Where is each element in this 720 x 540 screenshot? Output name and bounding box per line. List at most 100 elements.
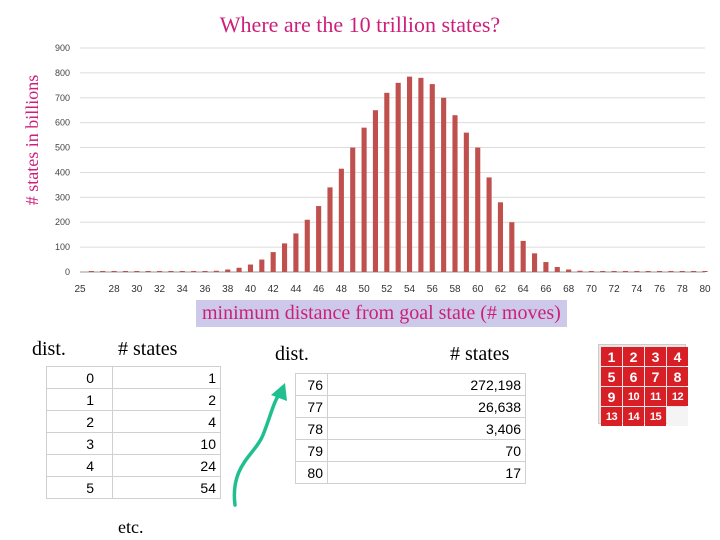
bar xyxy=(406,76,413,272)
state-count-cell: 54 xyxy=(112,476,221,499)
x-axis-label: minimum distance from goal state (# move… xyxy=(196,300,567,327)
distance-cell: 1 xyxy=(46,388,113,411)
distance-cell: 80 xyxy=(295,461,328,484)
distance-cell: 0 xyxy=(46,366,113,389)
bar xyxy=(441,97,447,273)
states-header-right: # states xyxy=(450,343,510,365)
puzzle-tile: 8 xyxy=(667,367,688,386)
bar xyxy=(168,271,174,272)
state-count-cell: 1 xyxy=(112,366,221,389)
y-tick-label: 500 xyxy=(55,143,70,153)
x-tick-label: 48 xyxy=(336,284,348,295)
puzzle-tile: 4 xyxy=(667,347,688,366)
bar xyxy=(88,271,94,272)
bar xyxy=(327,187,333,272)
table-row: 77 26,638 xyxy=(295,395,526,418)
state-count-cell: 26,638 xyxy=(327,395,526,418)
x-tick-label: 46 xyxy=(313,284,325,295)
bar xyxy=(191,271,197,272)
x-tick-label: 68 xyxy=(563,284,575,295)
bar xyxy=(691,271,697,272)
bar xyxy=(395,82,401,272)
table-row: 76 272,198 xyxy=(295,373,526,396)
bar xyxy=(156,271,163,272)
x-tick-label: 80 xyxy=(699,284,711,295)
bar xyxy=(679,271,685,272)
puzzle-tile: 10 xyxy=(623,387,644,406)
bar xyxy=(247,264,254,272)
state-count-cell: 4 xyxy=(112,410,221,433)
y-tick-label: 0 xyxy=(65,267,70,277)
y-tick-label: 200 xyxy=(55,217,70,227)
x-tick-label: 74 xyxy=(631,284,643,295)
x-tick-label: 38 xyxy=(222,284,234,295)
bar xyxy=(475,147,481,272)
bar xyxy=(236,267,242,272)
bar xyxy=(634,271,640,272)
bar xyxy=(577,270,583,272)
puzzle-tile: 1 xyxy=(601,347,622,366)
bar xyxy=(361,127,367,273)
bar xyxy=(111,271,117,272)
distance-cell: 78 xyxy=(295,417,328,440)
table-row: 80 17 xyxy=(295,461,526,484)
y-tick-label: 800 xyxy=(55,68,70,78)
distance-cell: 5 xyxy=(46,476,113,499)
state-count-cell: 70 xyxy=(327,439,526,462)
bar xyxy=(316,206,322,272)
x-tick-label: 70 xyxy=(586,284,598,295)
bar xyxy=(338,168,344,272)
etc-note: etc. xyxy=(118,517,144,537)
state-count-cell: 272,198 xyxy=(327,373,526,396)
dist-header-right: dist. xyxy=(275,343,309,365)
bar xyxy=(600,271,606,272)
bar xyxy=(259,259,265,272)
x-tick-label: 66 xyxy=(540,284,552,295)
dist-header-left: dist. xyxy=(32,338,66,360)
state-count-cell: 17 xyxy=(327,461,526,484)
bar xyxy=(213,270,219,272)
bar xyxy=(100,271,106,272)
bar xyxy=(486,177,492,272)
bar xyxy=(645,271,651,272)
y-tick-label: 300 xyxy=(55,192,70,202)
states-header-left: # states xyxy=(118,338,178,360)
bar xyxy=(293,233,299,272)
bar xyxy=(554,267,560,272)
state-count-cell: 3,406 xyxy=(327,417,526,440)
bar xyxy=(452,115,458,272)
x-tick-label: 34 xyxy=(177,284,189,295)
table-row: 78 3,406 xyxy=(295,417,526,440)
x-tick-label: 76 xyxy=(654,284,666,295)
table-row: 4 24 xyxy=(46,454,221,477)
table-row: 5 54 xyxy=(46,476,221,499)
bar xyxy=(463,132,469,272)
puzzle-tile: 3 xyxy=(645,347,666,366)
y-tick-label: 900 xyxy=(55,43,70,53)
bar xyxy=(372,110,379,272)
x-tick-label: 50 xyxy=(359,284,371,295)
bar xyxy=(350,147,356,272)
bar xyxy=(179,271,185,272)
puzzle-tile: 7 xyxy=(645,367,666,386)
puzzle-tile: 9 xyxy=(601,387,622,406)
puzzle-tile: 15 xyxy=(645,407,666,426)
state-count-cell: 10 xyxy=(112,432,221,455)
bar xyxy=(668,271,674,272)
chart-title: Where are the 10 trillion states? xyxy=(219,12,501,37)
x-tick-label: 32 xyxy=(154,284,166,295)
x-tick-label: 62 xyxy=(495,284,507,295)
y-tick-label: 100 xyxy=(55,242,70,252)
bar xyxy=(145,271,151,272)
x-tick-label: 28 xyxy=(109,284,121,295)
bar xyxy=(202,271,208,272)
bar xyxy=(622,271,629,272)
distance-cell: 3 xyxy=(46,432,113,455)
x-tick-label: 78 xyxy=(677,284,689,295)
distance-cell: 2 xyxy=(46,410,113,433)
bar xyxy=(384,92,390,272)
bar xyxy=(520,240,526,272)
y-tick-label: 700 xyxy=(55,93,70,103)
